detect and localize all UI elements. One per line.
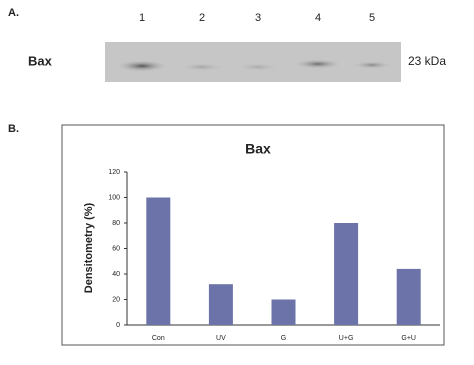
y-tick-label: 20	[112, 296, 120, 303]
bar	[209, 284, 233, 325]
band	[294, 59, 342, 69]
size-label: 23 kDa	[408, 54, 446, 68]
protein-label: Bax	[28, 53, 53, 68]
panel-label: B.	[8, 123, 19, 135]
bar	[272, 300, 296, 326]
panel-label: A.	[8, 7, 19, 19]
y-tick-label: 0	[116, 322, 120, 329]
y-axis-title: Densitometry (%)	[83, 202, 95, 293]
band	[180, 63, 224, 71]
lane-label: 4	[315, 12, 321, 24]
band	[236, 63, 280, 71]
x-tick-label: U+G	[339, 335, 354, 342]
band	[116, 60, 168, 72]
band	[352, 61, 392, 69]
lane-label: 3	[255, 12, 261, 24]
lane-label: 1	[139, 12, 145, 24]
bar	[334, 223, 358, 325]
chart-title: Bax	[245, 141, 271, 157]
chart-frame	[62, 125, 444, 345]
bar	[146, 198, 170, 326]
figure: A. Bax 23 kDa 1 2 3 4 5 B. Bax Densitometry …	[0, 0, 474, 365]
y-tick-label: 80	[112, 220, 120, 227]
y-tick-label: 120	[108, 169, 120, 176]
y-tick-label: 40	[112, 271, 120, 278]
y-tick-label: 100	[108, 194, 120, 201]
lane-labels: 1 2 3 4 5	[139, 12, 375, 24]
lane-label: 2	[199, 12, 205, 24]
x-tick-label: G+U	[401, 335, 416, 342]
x-tick-label: Con	[152, 335, 165, 342]
y-tick-label: 60	[112, 245, 120, 252]
bar	[397, 269, 421, 325]
x-tick-label: G	[281, 335, 286, 342]
lane-label: 5	[369, 12, 375, 24]
x-tick-label: UV	[216, 335, 226, 342]
